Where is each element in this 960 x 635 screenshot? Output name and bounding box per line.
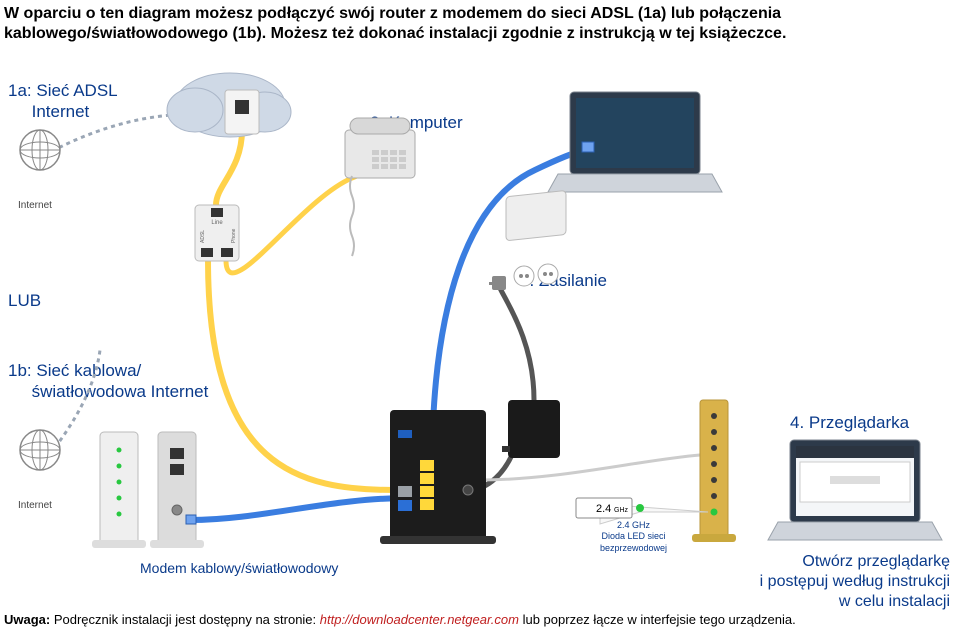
svg-text:GHz: GHz bbox=[614, 507, 629, 514]
wall-power-socket bbox=[506, 191, 566, 286]
cable-splitter-router bbox=[208, 260, 395, 490]
adsl-splitter: Line ADSL Phone bbox=[195, 205, 239, 261]
rj45-modem bbox=[186, 515, 196, 524]
globe-icon-1 bbox=[20, 130, 60, 170]
power-adapter bbox=[502, 400, 560, 458]
svg-text:2.4: 2.4 bbox=[596, 503, 611, 515]
cable-modem bbox=[92, 432, 204, 548]
cable-modem-router bbox=[190, 498, 408, 520]
laptop-top bbox=[548, 92, 722, 192]
svg-text:ADSL: ADSL bbox=[200, 230, 206, 243]
backbone-dashed bbox=[45, 114, 210, 460]
rj45-laptop bbox=[582, 142, 594, 152]
diagram-canvas: Line ADSL Phone 2.4GHz bbox=[0, 0, 960, 635]
router-side-panel bbox=[600, 400, 736, 542]
cable-router-side bbox=[480, 455, 700, 480]
cable-cloud-splitter bbox=[216, 130, 242, 205]
laptop-browser bbox=[768, 440, 942, 540]
router-back bbox=[380, 410, 496, 544]
cloud-walljack bbox=[167, 73, 291, 137]
svg-text:Phone: Phone bbox=[231, 228, 237, 243]
power-plug bbox=[489, 276, 506, 290]
globe-icon-2 bbox=[20, 430, 60, 470]
cable-psu-wall bbox=[500, 288, 534, 400]
svg-text:Line: Line bbox=[211, 220, 223, 226]
desk-phone bbox=[345, 118, 415, 256]
cable-splitter-phone bbox=[226, 168, 368, 273]
